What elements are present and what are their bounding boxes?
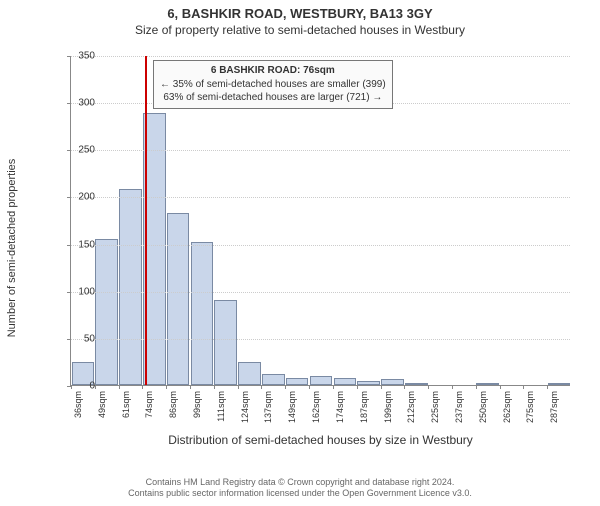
histogram-bar: [286, 378, 309, 385]
annotation-line: 6 BASHKIR ROAD: 76sqm: [160, 64, 386, 78]
xtick-mark: [381, 385, 382, 389]
histogram-bar: [381, 379, 404, 385]
histogram-bar: [214, 300, 237, 385]
chart-container: Number of semi-detached properties Distr…: [0, 46, 600, 450]
xtick-label: 225sqm: [430, 391, 440, 423]
xtick-label: 262sqm: [502, 391, 512, 423]
xtick-label: 287sqm: [549, 391, 559, 423]
xtick-label: 111sqm: [216, 391, 226, 422]
xtick-label: 174sqm: [335, 391, 345, 423]
histogram-bar: [405, 383, 428, 385]
xtick-label: 124sqm: [240, 391, 250, 423]
xtick-mark: [333, 385, 334, 389]
ytick-label: 250: [55, 145, 95, 156]
histogram-bar: [334, 378, 357, 385]
xtick-mark: [214, 385, 215, 389]
histogram-bar: [357, 381, 380, 385]
ytick-label: 150: [55, 239, 95, 250]
xtick-mark: [190, 385, 191, 389]
xtick-label: 137sqm: [263, 391, 273, 423]
y-axis-label: Number of semi-detached properties: [6, 159, 18, 338]
xtick-mark: [261, 385, 262, 389]
annotation-box: 6 BASHKIR ROAD: 76sqm← 35% of semi-detac…: [153, 60, 393, 109]
histogram-bar: [95, 239, 118, 385]
histogram-bar: [119, 189, 142, 385]
xtick-label: 74sqm: [144, 391, 154, 418]
footnote-line1: Contains HM Land Registry data © Crown c…: [0, 477, 600, 489]
ytick-label: 200: [55, 192, 95, 203]
xtick-label: 212sqm: [406, 391, 416, 423]
xtick-label: 250sqm: [478, 391, 488, 423]
xtick-label: 149sqm: [287, 391, 297, 423]
footnote-line2: Contains public sector information licen…: [0, 488, 600, 500]
xtick-mark: [166, 385, 167, 389]
ytick-label: 100: [55, 286, 95, 297]
xtick-mark: [500, 385, 501, 389]
xtick-mark: [404, 385, 405, 389]
histogram-bar: [476, 383, 499, 385]
xtick-label: 49sqm: [97, 391, 107, 418]
xtick-mark: [309, 385, 310, 389]
histogram-bar: [548, 383, 571, 385]
annotation-line: 63% of semi-detached houses are larger (…: [160, 91, 386, 105]
xtick-mark: [119, 385, 120, 389]
xtick-mark: [285, 385, 286, 389]
xtick-mark: [523, 385, 524, 389]
ytick-label: 350: [55, 51, 95, 62]
xtick-label: 99sqm: [192, 391, 202, 418]
xtick-label: 237sqm: [454, 391, 464, 423]
xtick-mark: [476, 385, 477, 389]
histogram-bar: [191, 242, 214, 385]
histogram-bar: [238, 362, 261, 385]
xtick-mark: [238, 385, 239, 389]
xtick-label: 61sqm: [121, 391, 131, 418]
histogram-bar: [262, 374, 285, 385]
highlight-marker-line: [145, 56, 147, 385]
annotation-line: ← 35% of semi-detached houses are smalle…: [160, 78, 386, 92]
chart-title-sub: Size of property relative to semi-detach…: [0, 23, 600, 37]
xtick-mark: [428, 385, 429, 389]
xtick-label: 199sqm: [383, 391, 393, 423]
plot-area: Distribution of semi-detached houses by …: [70, 56, 570, 386]
xtick-label: 86sqm: [168, 391, 178, 418]
xtick-mark: [452, 385, 453, 389]
chart-title-main: 6, BASHKIR ROAD, WESTBURY, BA13 3GY: [0, 6, 600, 21]
x-axis-label: Distribution of semi-detached houses by …: [71, 433, 570, 447]
xtick-mark: [142, 385, 143, 389]
xtick-label: 36sqm: [73, 391, 83, 418]
ytick-label: 300: [55, 98, 95, 109]
ytick-label: 50: [55, 333, 95, 344]
footnote: Contains HM Land Registry data © Crown c…: [0, 477, 600, 500]
xtick-label: 275sqm: [525, 391, 535, 423]
xtick-label: 162sqm: [311, 391, 321, 423]
xtick-mark: [357, 385, 358, 389]
histogram-bar: [310, 376, 333, 385]
histogram-bar: [167, 213, 190, 385]
xtick-label: 187sqm: [359, 391, 369, 423]
xtick-mark: [547, 385, 548, 389]
ytick-label: 0: [55, 381, 95, 392]
